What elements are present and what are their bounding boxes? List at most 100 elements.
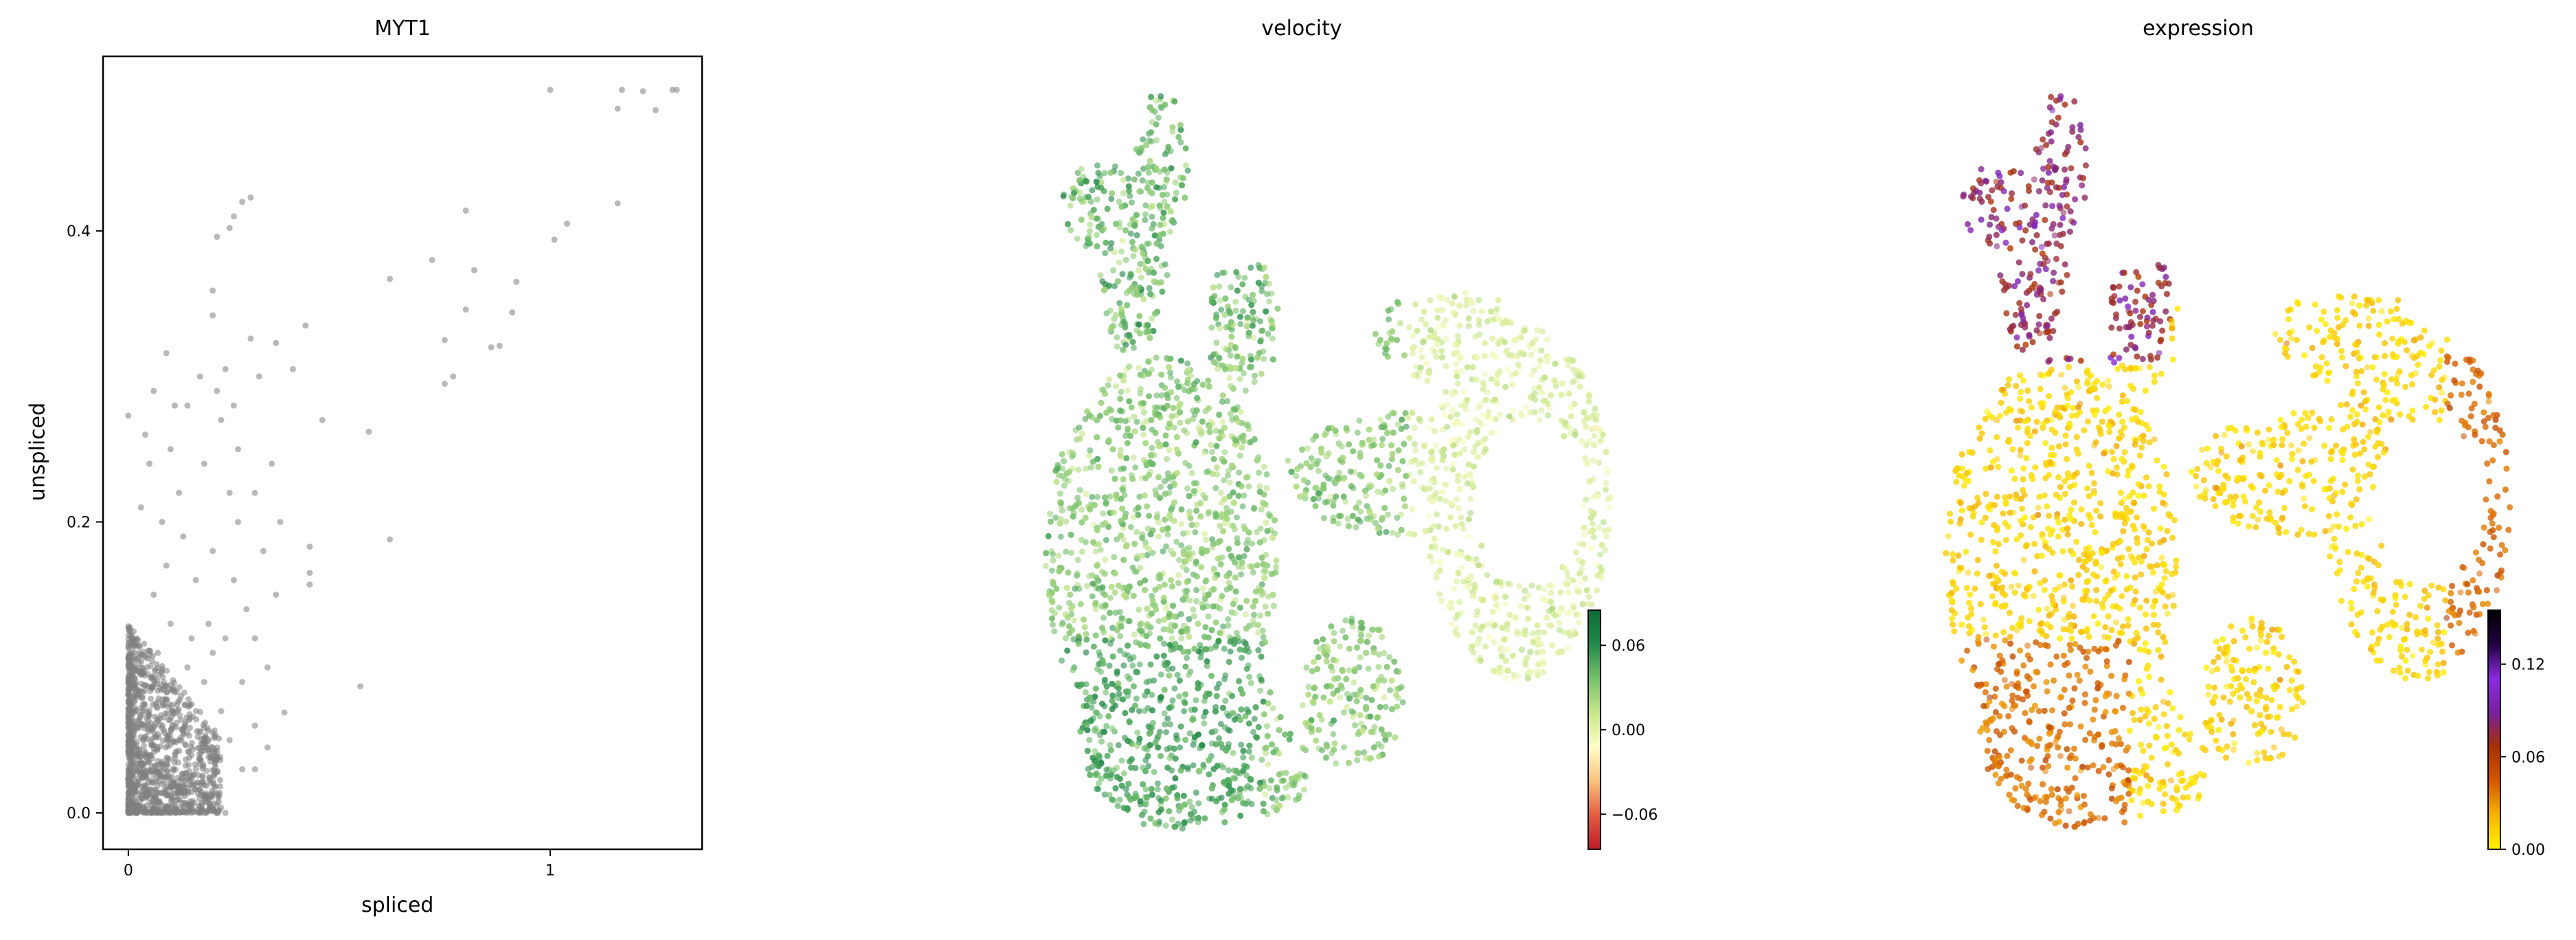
data-point	[153, 789, 160, 796]
data-point	[1324, 743, 1331, 750]
data-point	[125, 675, 132, 682]
data-point	[146, 460, 153, 467]
data-point	[1538, 347, 1545, 354]
data-point	[1120, 190, 1127, 197]
data-point	[1179, 563, 1186, 570]
data-point	[1141, 707, 1148, 714]
data-point	[1412, 447, 1419, 454]
data-point	[1122, 342, 1129, 348]
data-point	[1136, 493, 1143, 500]
data-point	[1453, 496, 1460, 503]
data-point	[1094, 162, 1100, 169]
data-point	[1154, 786, 1161, 793]
data-point	[1107, 493, 1114, 500]
data-point	[1583, 587, 1590, 594]
data-point	[1050, 551, 1057, 558]
data-point	[1098, 179, 1105, 186]
data-point	[1088, 704, 1095, 711]
data-point	[1286, 781, 1293, 788]
data-point	[1127, 433, 1134, 440]
data-point	[1263, 723, 1270, 730]
data-point	[1313, 433, 1320, 440]
data-point	[1330, 517, 1337, 524]
data-point	[222, 366, 229, 372]
data-point	[1116, 199, 1122, 205]
data-point	[1590, 412, 1597, 418]
data-point	[1353, 691, 1360, 698]
data-point	[210, 312, 216, 319]
data-point	[1201, 530, 1208, 537]
data-point	[148, 726, 155, 733]
data-point	[1130, 514, 1137, 521]
data-point	[1098, 775, 1105, 782]
data-point	[1166, 512, 1173, 519]
data-point	[1522, 588, 1528, 594]
data-point	[1418, 347, 1425, 354]
data-point	[1467, 495, 1474, 502]
data-point	[1118, 170, 1125, 177]
data-point	[1438, 294, 1445, 301]
data-point	[1178, 521, 1185, 528]
data-point	[1113, 491, 1120, 498]
data-point	[1476, 322, 1482, 328]
data-point	[235, 446, 242, 453]
data-point	[176, 787, 183, 794]
data-point	[184, 664, 191, 671]
data-point	[1386, 478, 1393, 484]
data-point	[251, 766, 258, 773]
data-point	[1129, 662, 1136, 669]
data-point	[1482, 339, 1489, 346]
data-point	[1164, 402, 1171, 409]
data-point	[167, 809, 174, 816]
data-point	[1086, 452, 1093, 459]
data-point	[1061, 482, 1067, 489]
data-point	[1067, 227, 1074, 234]
data-point	[1363, 694, 1370, 701]
data-point	[174, 708, 181, 715]
data-point	[1504, 647, 1511, 653]
data-point	[1148, 138, 1155, 145]
data-point	[1124, 440, 1131, 447]
data-point	[1401, 352, 1408, 359]
data-point	[1126, 719, 1133, 726]
data-point	[1221, 449, 1228, 456]
data-point	[1252, 597, 1259, 604]
data-point	[1225, 467, 1232, 474]
data-point	[188, 635, 195, 642]
data-point	[1488, 429, 1495, 436]
data-point	[1496, 664, 1503, 671]
data-point	[1217, 522, 1223, 529]
data-point	[1136, 735, 1143, 742]
data-point	[1386, 462, 1392, 469]
data-point	[1145, 169, 1152, 176]
data-point	[149, 684, 156, 691]
data-point	[1149, 179, 1155, 186]
data-point	[1107, 169, 1114, 176]
data-point	[1255, 622, 1262, 629]
data-point	[1305, 684, 1312, 691]
data-point	[1133, 146, 1140, 153]
data-point	[1237, 812, 1244, 819]
data-point	[1133, 232, 1140, 238]
data-point	[1551, 377, 1558, 384]
data-point	[1577, 578, 1584, 585]
data-point	[1249, 540, 1256, 547]
data-point	[1059, 451, 1065, 458]
data-point	[1343, 425, 1350, 432]
data-point	[1114, 334, 1120, 341]
data-point	[1103, 772, 1109, 779]
data-point	[218, 416, 225, 423]
data-point	[1164, 715, 1171, 722]
data-point	[1193, 587, 1200, 594]
data-point	[1370, 683, 1377, 690]
data-point	[177, 804, 183, 811]
data-point	[1205, 613, 1212, 620]
data-point	[1540, 660, 1547, 667]
data-point	[1336, 469, 1343, 476]
data-point	[1168, 621, 1175, 628]
data-point	[1484, 318, 1491, 325]
data-point	[1193, 697, 1199, 704]
data-point	[1261, 355, 1267, 362]
data-point	[170, 722, 177, 729]
data-point	[1108, 407, 1115, 414]
